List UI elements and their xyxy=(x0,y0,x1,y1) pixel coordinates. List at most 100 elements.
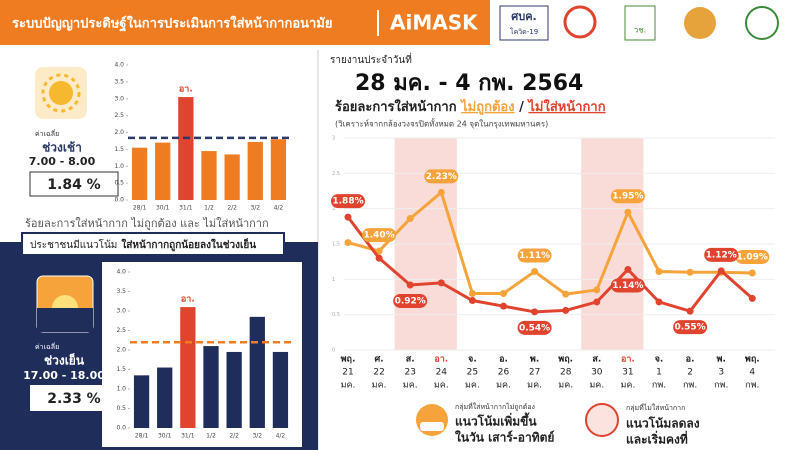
caption: ร้อยละการใส่หน้ากาก ไม่ถูกต้อง และ ไม่ใส… xyxy=(25,217,269,230)
x-tick-label: 26 xyxy=(498,368,510,378)
x-tick-label: พฤ. xyxy=(558,355,573,365)
period: ช่วงเช้า xyxy=(42,141,82,155)
value-label: 1.11% xyxy=(519,251,550,261)
y-tick-label: 1.5 xyxy=(332,242,340,248)
value-label-bg xyxy=(424,169,459,184)
value-label: 1.88% xyxy=(332,197,363,207)
point xyxy=(562,306,570,314)
y-tick-label: 2.5 xyxy=(114,112,124,119)
x-tick-label: 31/1 xyxy=(181,433,195,440)
y-tick-label: 1.0 xyxy=(116,386,126,393)
y-tick-label: 2.5 xyxy=(332,171,340,177)
value-label: 0.54% xyxy=(519,323,550,333)
value-label: 1.12% xyxy=(706,250,737,260)
value-label-bg xyxy=(331,194,365,209)
bar-annotation: อา. xyxy=(179,85,193,95)
x-tick-label: พ. xyxy=(717,355,726,365)
point xyxy=(686,307,694,315)
report-dates: 28 มค. - 4 กพ. 2564 xyxy=(355,71,583,96)
subtitle-part: ไม่ใส่หน้ากาก xyxy=(526,98,605,115)
logo-text: โควิด-19 xyxy=(510,27,538,36)
x-tick-label: มค. xyxy=(372,381,387,391)
point xyxy=(500,289,507,297)
sunset-icon xyxy=(36,275,94,333)
x-tick-label: มค. xyxy=(620,381,635,391)
logo-text: ศบค. xyxy=(511,10,537,23)
x-tick-label: 22 xyxy=(373,368,384,378)
value-label: 0.92% xyxy=(395,296,426,306)
y-tick-label: 2.5 xyxy=(116,327,126,334)
x-tick-label: มค. xyxy=(589,381,604,391)
x-tick-label: 3/2 xyxy=(252,433,262,440)
series-line xyxy=(347,189,753,296)
value-label-bg xyxy=(673,320,708,335)
value-label: 1.14% xyxy=(612,281,643,291)
logo xyxy=(624,5,656,41)
point xyxy=(562,290,570,298)
x-tick-label: 30/1 xyxy=(156,205,170,212)
x-tick-label: จ. xyxy=(655,355,664,365)
legend-icon xyxy=(416,404,448,436)
x-tick-label: 3/2 xyxy=(250,205,260,212)
legend-icon xyxy=(585,403,619,437)
sun-rays xyxy=(41,73,81,113)
value-label-bg xyxy=(393,293,428,308)
x-tick-label: อ. xyxy=(686,355,695,365)
logo xyxy=(499,5,549,41)
x-tick-label: 28/1 xyxy=(133,205,147,212)
x-tick-label: 25 xyxy=(467,368,478,378)
x-tick-label: พ. xyxy=(530,355,539,365)
line-chart: 00.511.522.53พฤ.21มค.ศ.22มค.ส.23มค.อา.24… xyxy=(331,136,775,391)
value-label: 1.40% xyxy=(363,231,394,241)
legend-note: ในวัน เสาร์-อาทิตย์ xyxy=(455,430,554,445)
x-tick-label: 24 xyxy=(436,368,448,378)
header-title: ระบบปัญญาประดิษฐ์ในการประเมินการใส่หน้าก… xyxy=(12,15,333,33)
report-note: (วิเคราะห์จากกล้องวงจรปิดทั้งหมด 24 จุดใ… xyxy=(335,118,548,129)
note-box xyxy=(21,232,285,256)
point xyxy=(500,302,507,310)
horizon xyxy=(37,308,93,332)
bar xyxy=(203,346,219,428)
point xyxy=(437,188,445,196)
bar xyxy=(224,154,240,200)
x-tick-label: มค. xyxy=(558,381,573,391)
x-tick-label: อา. xyxy=(621,355,635,365)
x-tick-label: 30/1 xyxy=(158,433,172,440)
point xyxy=(437,279,445,287)
y-tick-label: 3.5 xyxy=(116,288,126,295)
x-tick-label: กพ. xyxy=(652,381,666,391)
y-tick-label: 2.0 xyxy=(116,347,126,354)
legend-note: แนวโน้มลดลง xyxy=(626,416,700,431)
value-label-bg xyxy=(362,228,397,243)
point xyxy=(375,247,383,255)
x-tick-label: กพ. xyxy=(714,381,728,391)
point xyxy=(593,286,601,294)
header-bar xyxy=(0,0,490,45)
avg-value: 1.84 % xyxy=(47,177,100,193)
value-label: 0.55% xyxy=(674,323,705,333)
y-tick-label: 2.0 xyxy=(114,129,124,136)
y-tick-label: 3 xyxy=(332,136,335,142)
note: ประชาชนมีแนวโน้ม ใส่หน้ากากถูกน้อยลงในช่ว… xyxy=(30,237,256,252)
x-tick-label: 2 xyxy=(687,368,693,378)
value-label-bg xyxy=(735,249,770,264)
value-label-bg xyxy=(610,278,645,293)
x-tick-label: 31 xyxy=(622,368,633,378)
legend-note: แนวโน้มเพิ่มขึ้น xyxy=(455,412,537,429)
avg-label: ค่าเฉลี่ย xyxy=(35,342,59,351)
bar xyxy=(247,141,263,200)
x-tick-label: ส. xyxy=(406,355,415,365)
x-tick-label: 28 xyxy=(560,368,572,378)
period: ช่วงเย็น xyxy=(44,353,85,368)
value-label-bg xyxy=(517,320,552,335)
point xyxy=(344,213,352,221)
subtitle-part: ไม่ถูกต้อง xyxy=(459,98,514,115)
series-line xyxy=(346,216,754,314)
point xyxy=(748,269,756,277)
y-tick-label: 3.0 xyxy=(116,308,126,315)
chart-bg xyxy=(102,262,302,447)
x-tick-label: 4 xyxy=(749,368,755,378)
bar xyxy=(133,375,150,428)
